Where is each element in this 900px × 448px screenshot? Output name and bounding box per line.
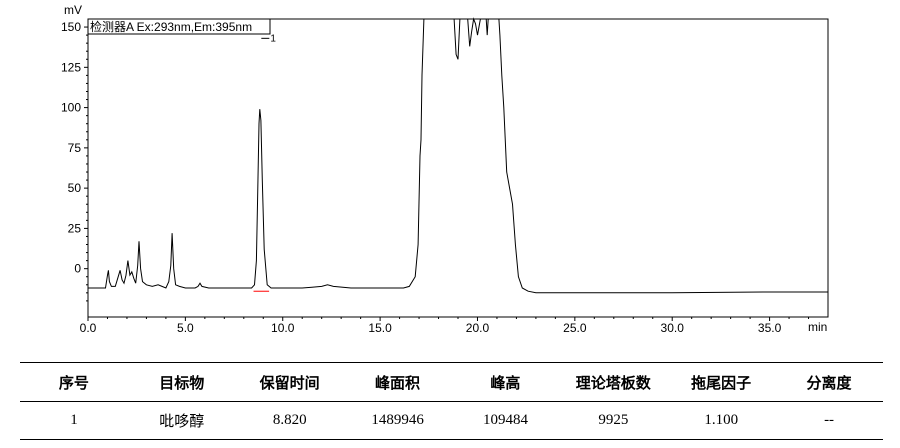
y-tick-label: 150 bbox=[61, 20, 81, 34]
table-header-cell: 序号 bbox=[20, 362, 128, 402]
detector-legend-text: 检测器A Ex:293nm,Em:395nm bbox=[90, 19, 252, 34]
chromatogram-chart: 0.0 5.0 10.0 15.0 20.0 25.0 30.0 35.0 025507510… bbox=[61, 3, 829, 335]
table-header-cell: 目标物 bbox=[127, 362, 236, 402]
table-header-cell: 峰面积 bbox=[343, 362, 452, 402]
y-axis: 0 25 50 75 100 125 150 bbox=[61, 20, 88, 302]
results-table: 序号 目标物 保留时间 峰面积 峰高 理论塔板数 拖尾因子 分离度 1 吡哆醇 8.820 1489… bbox=[20, 362, 883, 440]
x-tick-label: 5.0 bbox=[177, 321, 194, 335]
x-tick-label: 25.0 bbox=[563, 321, 587, 335]
y-tick-label: 75 bbox=[68, 141, 82, 155]
x-axis: 0.0 5.0 10.0 15.0 20.0 25.0 30.0 35.0 bbox=[80, 317, 810, 335]
y-tick-label: 125 bbox=[61, 60, 81, 74]
y-axis-unit-label: mV bbox=[64, 3, 82, 17]
table-header-cell: 保留时间 bbox=[235, 362, 344, 402]
y-tick-label: 0 bbox=[74, 262, 81, 276]
table-header-cell: 峰高 bbox=[451, 362, 560, 402]
table-cell: 吡哆醇 bbox=[127, 401, 236, 440]
table-header-cell: 拖尾因子 bbox=[667, 362, 776, 402]
table-header-row: 序号 目标物 保留时间 峰面积 峰高 理论塔板数 拖尾因子 分离度 bbox=[20, 362, 883, 402]
table-header-cell: 分离度 bbox=[775, 362, 883, 402]
table-row: 1 吡哆醇 8.820 1489946 109484 9925 1.100 -- bbox=[20, 401, 883, 440]
table-cell: 109484 bbox=[451, 401, 560, 440]
x-tick-label: 20.0 bbox=[466, 321, 490, 335]
plot-frame bbox=[87, 18, 829, 318]
peak-1-label: 1 bbox=[270, 33, 276, 44]
detector-legend: 检测器A Ex:293nm,Em:395nm bbox=[87, 18, 271, 35]
table-body: 1 吡哆醇 8.820 1489946 109484 9925 1.100 -- bbox=[20, 401, 883, 440]
x-tick-label: 10.0 bbox=[271, 321, 295, 335]
chromatogram-trace bbox=[88, 17, 828, 294]
x-tick-label: 30.0 bbox=[661, 321, 685, 335]
y-tick-label: 100 bbox=[61, 101, 81, 115]
x-tick-label: 15.0 bbox=[368, 321, 392, 335]
table-cell: 9925 bbox=[559, 401, 668, 440]
detector-legend-box bbox=[87, 18, 271, 35]
peak-1-marker: 1 bbox=[261, 33, 276, 44]
table-cell: 8.820 bbox=[235, 401, 344, 440]
y-tick-label: 50 bbox=[68, 181, 82, 195]
table-cell: 1.100 bbox=[667, 401, 776, 440]
x-tick-label: 35.0 bbox=[758, 321, 782, 335]
x-axis-unit-label: min bbox=[808, 320, 827, 334]
table-cell: 1489946 bbox=[343, 401, 452, 440]
table-cell: 1 bbox=[20, 401, 128, 440]
x-tick-label: 0.0 bbox=[80, 321, 97, 335]
y-tick-label: 25 bbox=[68, 221, 82, 235]
table-header-cell: 理论塔板数 bbox=[559, 362, 668, 402]
table-cell: -- bbox=[775, 401, 883, 440]
